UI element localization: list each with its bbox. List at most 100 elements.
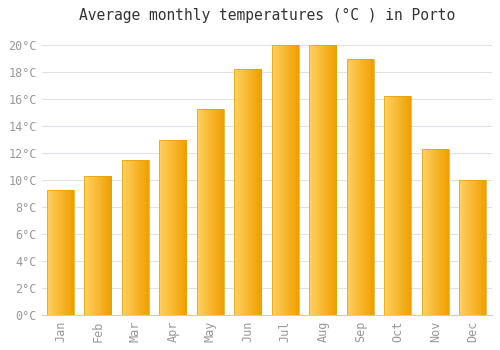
Bar	[50, 190, 51, 315]
Bar	[144, 160, 145, 315]
Bar	[461, 180, 462, 315]
Bar	[402, 96, 404, 315]
Bar	[51, 190, 52, 315]
Bar	[177, 140, 178, 315]
Bar	[347, 58, 348, 315]
Bar	[182, 140, 184, 315]
Bar	[128, 160, 130, 315]
Bar	[310, 45, 311, 315]
Bar	[387, 96, 388, 315]
Bar	[424, 149, 426, 315]
Bar	[484, 180, 485, 315]
Bar	[298, 45, 299, 315]
Bar	[444, 149, 445, 315]
Bar	[315, 45, 316, 315]
Bar	[426, 149, 428, 315]
Bar	[148, 160, 149, 315]
Bar	[355, 58, 356, 315]
Bar	[390, 96, 391, 315]
Bar	[352, 58, 354, 315]
Bar	[351, 58, 352, 315]
Bar	[137, 160, 138, 315]
Bar	[391, 96, 392, 315]
Bar	[398, 96, 400, 315]
Bar	[68, 190, 70, 315]
Bar	[311, 45, 312, 315]
Bar	[55, 190, 56, 315]
Bar	[252, 69, 254, 315]
Bar	[48, 190, 50, 315]
Bar	[291, 45, 292, 315]
Bar	[384, 96, 386, 315]
Bar	[197, 108, 224, 315]
Bar	[244, 69, 246, 315]
Bar	[400, 96, 402, 315]
Bar	[70, 190, 71, 315]
Bar	[280, 45, 281, 315]
Bar	[64, 190, 66, 315]
Bar	[372, 58, 374, 315]
Bar	[95, 176, 96, 315]
Bar	[328, 45, 330, 315]
Bar	[102, 176, 104, 315]
Bar	[218, 108, 220, 315]
Bar	[462, 180, 464, 315]
Bar	[327, 45, 328, 315]
Bar	[314, 45, 315, 315]
Bar	[318, 45, 319, 315]
Bar	[63, 190, 64, 315]
Bar	[272, 45, 299, 315]
Bar	[396, 96, 398, 315]
Bar	[108, 176, 110, 315]
Bar	[122, 160, 149, 315]
Bar	[66, 190, 68, 315]
Bar	[432, 149, 433, 315]
Bar	[217, 108, 218, 315]
Bar	[96, 176, 98, 315]
Bar	[326, 45, 327, 315]
Bar	[92, 176, 94, 315]
Bar	[319, 45, 320, 315]
Bar	[481, 180, 482, 315]
Bar	[428, 149, 430, 315]
Bar	[310, 45, 336, 315]
Bar	[47, 190, 48, 315]
Bar	[368, 58, 370, 315]
Bar	[260, 69, 262, 315]
Bar	[392, 96, 394, 315]
Bar	[359, 58, 360, 315]
Bar	[485, 180, 486, 315]
Bar	[472, 180, 473, 315]
Bar	[295, 45, 296, 315]
Bar	[445, 149, 446, 315]
Bar	[410, 96, 412, 315]
Bar	[316, 45, 318, 315]
Bar	[469, 180, 470, 315]
Bar	[371, 58, 372, 315]
Bar	[198, 108, 200, 315]
Bar	[216, 108, 218, 315]
Bar	[474, 180, 476, 315]
Bar	[210, 108, 212, 315]
Bar	[468, 180, 469, 315]
Bar	[124, 160, 126, 315]
Bar	[432, 149, 434, 315]
Bar	[197, 108, 198, 315]
Bar	[180, 140, 181, 315]
Bar	[322, 45, 323, 315]
Bar	[480, 180, 481, 315]
Bar	[366, 58, 367, 315]
Bar	[278, 45, 280, 315]
Bar	[408, 96, 409, 315]
Bar	[442, 149, 444, 315]
Bar	[460, 180, 461, 315]
Bar	[161, 140, 162, 315]
Bar	[274, 45, 276, 315]
Bar	[288, 45, 290, 315]
Bar	[330, 45, 331, 315]
Bar	[367, 58, 368, 315]
Bar	[72, 190, 74, 315]
Bar	[354, 58, 355, 315]
Bar	[250, 69, 252, 315]
Bar	[142, 160, 144, 315]
